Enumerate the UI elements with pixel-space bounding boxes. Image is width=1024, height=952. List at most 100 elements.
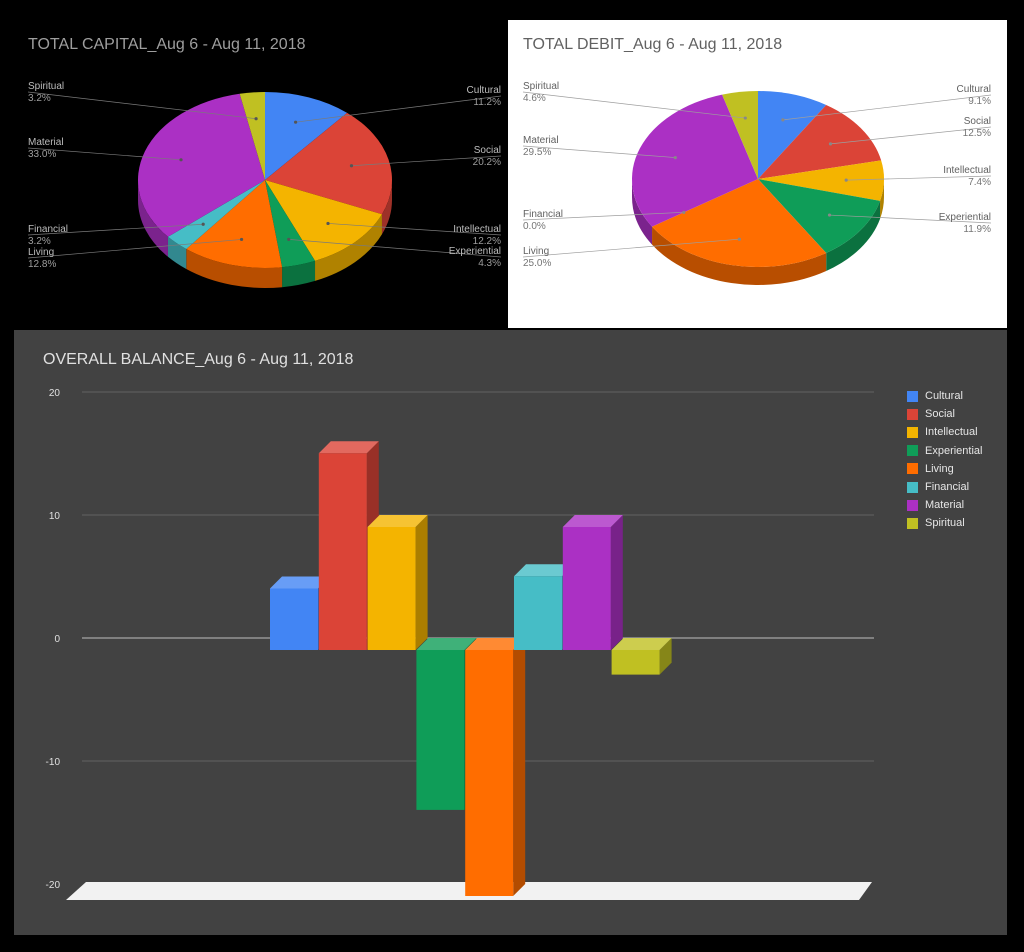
- pie-slice: [186, 180, 283, 268]
- slice-percent: 0.0%: [523, 221, 546, 232]
- legend-label: Spiritual: [925, 517, 965, 530]
- slice-label: Social: [964, 116, 991, 127]
- leader-dot: [254, 117, 258, 121]
- pie-slice-side: [315, 214, 382, 281]
- legend-swatch: [907, 517, 918, 529]
- bar-intellectual: [367, 527, 416, 650]
- pie-slice: [758, 91, 827, 179]
- pie-slice-side: [186, 249, 283, 288]
- y-tick-label: 20: [49, 388, 61, 399]
- pie-slice: [167, 180, 265, 250]
- slice-label: Living: [523, 246, 549, 257]
- leader-dot: [201, 222, 205, 226]
- slice-label: Spiritual: [523, 81, 559, 92]
- slice-percent: 12.8%: [28, 259, 56, 270]
- pie-slice: [265, 180, 316, 268]
- slice-percent: 3.2%: [28, 236, 51, 247]
- bar-top: [611, 638, 672, 650]
- leader-dot: [844, 178, 848, 182]
- pie-slice: [632, 94, 758, 227]
- pie-slice-side: [138, 180, 168, 257]
- legend-item-cultural: Cultural: [907, 387, 982, 405]
- pie-slice: [239, 92, 265, 180]
- leader-dot: [737, 237, 741, 241]
- leader-dot: [827, 213, 832, 217]
- leader-line: [830, 126, 992, 145]
- legend-item-social: Social: [907, 405, 982, 423]
- pie-slice-side: [632, 179, 653, 245]
- leader-dot: [349, 164, 354, 168]
- legend-swatch: [907, 499, 918, 511]
- bar-experiential: [416, 650, 465, 810]
- y-tick-label: -20: [46, 880, 61, 891]
- slice-label: Intellectual: [453, 224, 501, 235]
- leader-dot: [326, 221, 330, 226]
- leader-line: [782, 94, 992, 121]
- slice-percent: 11.9%: [963, 224, 991, 235]
- leader-dot: [287, 237, 291, 241]
- slice-label: Experiential: [939, 212, 991, 223]
- leader-line: [27, 147, 182, 161]
- pie-slice-side: [282, 260, 316, 288]
- leader-line: [522, 211, 684, 221]
- leader-line: [522, 238, 740, 258]
- pie-slice-side: [167, 236, 187, 270]
- leader-line: [27, 91, 257, 120]
- bar-top: [270, 576, 330, 589]
- slice-label: Financial: [523, 209, 563, 220]
- legend-label: Material: [925, 499, 965, 512]
- leader-line: [522, 91, 746, 119]
- leader-line: [327, 223, 502, 236]
- pie-slice-side: [880, 179, 884, 219]
- slice-percent: 4.3%: [478, 258, 501, 269]
- pie-slice: [758, 179, 881, 254]
- chart-title: TOTAL CAPITAL_Aug 6 - Aug 11, 2018: [28, 36, 306, 53]
- legend-swatch: [907, 463, 918, 475]
- bar-side: [415, 515, 428, 650]
- legend-label: Cultural: [925, 390, 963, 403]
- total-capital-panel: TOTAL CAPITAL_Aug 6 - Aug 11, 2018 Cultu…: [0, 0, 506, 326]
- bar-top: [416, 638, 477, 650]
- leader-dot: [673, 155, 677, 160]
- pie-slice: [265, 92, 348, 180]
- leader-line: [829, 214, 992, 224]
- slice-percent: 12.5%: [963, 128, 991, 139]
- pie-slice: [758, 104, 882, 179]
- bar-top: [318, 441, 379, 454]
- bar-living: [465, 650, 514, 896]
- slice-percent: 33.0%: [28, 149, 56, 160]
- legend-swatch: [907, 408, 918, 420]
- leader-dot: [682, 210, 686, 214]
- legend-label: Experiential: [925, 444, 983, 457]
- pie-slice: [137, 93, 265, 237]
- leader-line: [522, 145, 676, 158]
- y-tick-label: -10: [46, 757, 61, 768]
- bar-social: [318, 453, 367, 650]
- pie-slice: [652, 179, 827, 267]
- leader-line: [27, 223, 204, 236]
- legend-label: Living: [925, 462, 954, 475]
- bar-cultural: [270, 588, 318, 650]
- slice-percent: 12.2%: [473, 236, 501, 247]
- pie-slice-side: [652, 226, 827, 285]
- bar-top: [562, 515, 623, 527]
- slice-label: Material: [28, 137, 64, 148]
- legend-swatch: [907, 445, 918, 457]
- slice-label: Spiritual: [28, 81, 64, 92]
- slice-label: Financial: [28, 224, 68, 235]
- slice-label: Cultural: [467, 85, 501, 96]
- bar-spiritual: [611, 650, 660, 675]
- bar-side: [610, 515, 623, 650]
- slice-percent: 4.6%: [523, 93, 546, 104]
- bar-side: [513, 638, 526, 896]
- pie-slice-side: [381, 180, 392, 235]
- total-debit-panel: TOTAL DEBIT_Aug 6 - Aug 11, 2018 Cultura…: [508, 20, 1007, 328]
- chart-legend: Cultural Social Intellectual Experiential Li…: [907, 387, 982, 533]
- legend-label: Financial: [925, 481, 970, 494]
- pie-slice: [265, 180, 382, 261]
- chart-title: TOTAL DEBIT_Aug 6 - Aug 11, 2018: [523, 36, 783, 53]
- slice-label: Cultural: [957, 84, 991, 95]
- slice-percent: 3.2%: [28, 93, 51, 104]
- leader-dot: [743, 116, 747, 120]
